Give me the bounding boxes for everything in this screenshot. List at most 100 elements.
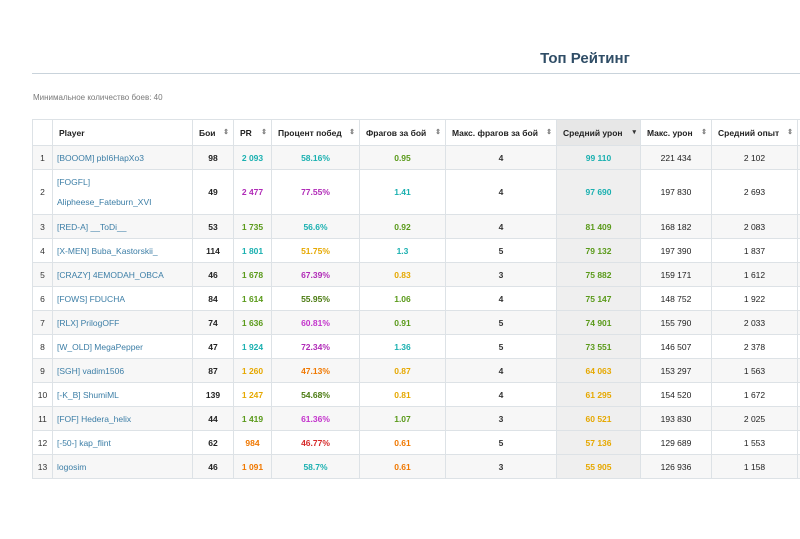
column-header-frags[interactable]: Фрагов за бой ⇕ xyxy=(359,119,446,146)
avg-xp-cell: 2 033 xyxy=(711,310,798,335)
sort-icon[interactable]: ⇕ xyxy=(546,128,552,136)
sort-icon[interactable]: ⇕ xyxy=(435,128,441,136)
sort-icon[interactable]: ⇕ xyxy=(261,128,267,136)
avg-xp-cell: 1 612 xyxy=(711,262,798,287)
player-link[interactable]: Alipheese_Fateburn_XVI xyxy=(57,197,152,207)
winrate-cell: 58.16% xyxy=(271,145,360,170)
frags-cell: 0.61 xyxy=(359,430,446,455)
min-battles-label: Минимальное количество боев: 40 xyxy=(33,93,163,102)
avg-xp-cell: 1 922 xyxy=(711,286,798,311)
battles-cell: 46 xyxy=(192,454,234,479)
player-cell[interactable]: [BOOOM] pbI6HapXo3 xyxy=(52,145,193,170)
avg-xp-cell: 1 553 xyxy=(711,430,798,455)
player-cell[interactable]: [FOF] Hedera_helix xyxy=(52,406,193,431)
table-row: 11 [FOF] Hedera_helix 44 1 419 61.36% 1.07 3 60… xyxy=(32,406,800,431)
sort-icon[interactable]: ⇕ xyxy=(701,128,707,136)
column-header-label: Бои xyxy=(199,127,216,138)
pr-cell: 1 614 xyxy=(233,286,272,311)
player-cell[interactable]: [-50-] kap_flint xyxy=(52,430,193,455)
max-damage-cell: 159 171 xyxy=(640,262,712,287)
avg-damage-cell: 64 063 xyxy=(556,358,641,383)
column-header-max-frags[interactable]: Макс. фрагов за бой ⇕ xyxy=(445,119,557,146)
battles-cell: 74 xyxy=(192,310,234,335)
max-frags-cell: 4 xyxy=(445,169,557,215)
player-link[interactable]: [BOOOM] pbI6HapXo3 xyxy=(57,152,144,163)
table-header-row: Player Бои ⇕ PR ⇕ Процент побед ⇕ Фрагов за бой… xyxy=(32,119,800,146)
player-link[interactable]: [RLX] PrilogOFF xyxy=(57,317,120,328)
winrate-cell: 51.75% xyxy=(271,238,360,263)
avg-xp-cell: 1 563 xyxy=(711,358,798,383)
player-cell[interactable]: [FOGFL] Alipheese_Fateburn_XVI xyxy=(52,169,193,215)
table-row: 3 [RED-A] __ToDi__ 53 1 735 56.6% 0.92 4 81 409… xyxy=(32,214,800,239)
player-link[interactable]: [CRAZY] 4EMODAH_OBCA xyxy=(57,269,164,280)
sort-icon[interactable]: ⇕ xyxy=(349,128,355,136)
max-frags-cell: 4 xyxy=(445,286,557,311)
title-divider xyxy=(32,73,800,74)
sort-icon[interactable]: ⇕ xyxy=(787,128,793,136)
player-cell[interactable]: [X-MEN] Buba_Kastorskii_ xyxy=(52,238,193,263)
winrate-cell: 77.55% xyxy=(271,169,360,215)
winrate-cell: 67.39% xyxy=(271,262,360,287)
player-cell[interactable]: logosim xyxy=(52,454,193,479)
player-cell[interactable]: [W_OLD] MegaPepper xyxy=(52,334,193,359)
player-cell[interactable]: [FOWS] FDUCHA xyxy=(52,286,193,311)
player-link[interactable]: [-K_B] ShumiML xyxy=(57,389,119,400)
extra-cell xyxy=(797,454,800,479)
column-header-avg-damage[interactable]: Средний урон ▾ xyxy=(556,119,641,146)
column-header-max-damage[interactable]: Макс. урон ⇕ xyxy=(640,119,712,146)
rank-cell: 4 xyxy=(32,238,53,263)
avg-xp-cell: 2 378 xyxy=(711,334,798,359)
column-header-avg-xp[interactable]: Средний опыт ⇕ xyxy=(711,119,798,146)
player-link[interactable]: [SGH] vadim1506 xyxy=(57,365,125,376)
player-link[interactable]: [FOWS] FDUCHA xyxy=(57,293,125,304)
player-link[interactable]: [X-MEN] Buba_Kastorskii_ xyxy=(57,245,158,256)
avg-damage-cell: 75 147 xyxy=(556,286,641,311)
frags-cell: 0.92 xyxy=(359,214,446,239)
column-header-label: Фрагов за бой xyxy=(366,127,427,138)
player-cell[interactable]: [-K_B] ShumiML xyxy=(52,382,193,407)
avg-damage-cell: 73 551 xyxy=(556,334,641,359)
column-header-battles[interactable]: Бои ⇕ xyxy=(192,119,234,146)
table-row: 4 [X-MEN] Buba_Kastorskii_ 114 1 801 51.75% 1… xyxy=(32,238,800,263)
max-frags-cell: 3 xyxy=(445,262,557,287)
max-frags-cell: 4 xyxy=(445,145,557,170)
max-damage-cell: 193 830 xyxy=(640,406,712,431)
winrate-cell: 61.36% xyxy=(271,406,360,431)
max-frags-cell: 3 xyxy=(445,406,557,431)
winrate-cell: 58.7% xyxy=(271,454,360,479)
frags-cell: 1.07 xyxy=(359,406,446,431)
frags-cell: 0.95 xyxy=(359,145,446,170)
frags-cell: 0.81 xyxy=(359,382,446,407)
avg-xp-cell: 1 672 xyxy=(711,382,798,407)
player-link[interactable]: [W_OLD] MegaPepper xyxy=(57,341,143,352)
frags-cell: 0.61 xyxy=(359,454,446,479)
player-cell[interactable]: [RLX] PrilogOFF xyxy=(52,310,193,335)
player-cell[interactable]: [SGH] vadim1506 xyxy=(52,358,193,383)
player-link[interactable]: [RED-A] __ToDi__ xyxy=(57,221,127,232)
column-header-label: Процент побед xyxy=(278,127,342,138)
pr-cell: 1 419 xyxy=(233,406,272,431)
player-cell[interactable]: [RED-A] __ToDi__ xyxy=(52,214,193,239)
player-link[interactable]: [-50-] kap_flint xyxy=(57,437,111,448)
player-cell[interactable]: [CRAZY] 4EMODAH_OBCA xyxy=(52,262,193,287)
column-header-winrate[interactable]: Процент побед ⇕ xyxy=(271,119,360,146)
max-damage-cell: 197 830 xyxy=(640,169,712,215)
rank-cell: 7 xyxy=(32,310,53,335)
player-link[interactable]: [FOGFL] xyxy=(57,177,91,187)
rating-table-container: Player Бои ⇕ PR ⇕ Процент побед ⇕ Фрагов за бой… xyxy=(32,119,800,479)
pr-cell: 1 091 xyxy=(233,454,272,479)
rank-cell: 10 xyxy=(32,382,53,407)
avg-damage-cell: 99 110 xyxy=(556,145,641,170)
sort-icon[interactable]: ⇕ xyxy=(223,128,229,136)
pr-cell: 1 247 xyxy=(233,382,272,407)
table-row: 2 [FOGFL] Alipheese_Fateburn_XVI 49 2 477 77.… xyxy=(32,169,800,215)
player-link[interactable]: [FOF] Hedera_helix xyxy=(57,413,132,424)
table-row: 12 [-50-] kap_flint 62 984 46.77% 0.61 5 57 136… xyxy=(32,430,800,455)
table-row: 13 logosim 46 1 091 58.7% 0.61 3 55 905 126 936 1… xyxy=(32,454,800,479)
sort-desc-icon[interactable]: ▾ xyxy=(632,128,636,136)
player-link[interactable]: logosim xyxy=(57,461,87,472)
max-damage-cell: 126 936 xyxy=(640,454,712,479)
column-header-pr[interactable]: PR ⇕ xyxy=(233,119,272,146)
pr-cell: 2 093 xyxy=(233,145,272,170)
rank-cell: 6 xyxy=(32,286,53,311)
